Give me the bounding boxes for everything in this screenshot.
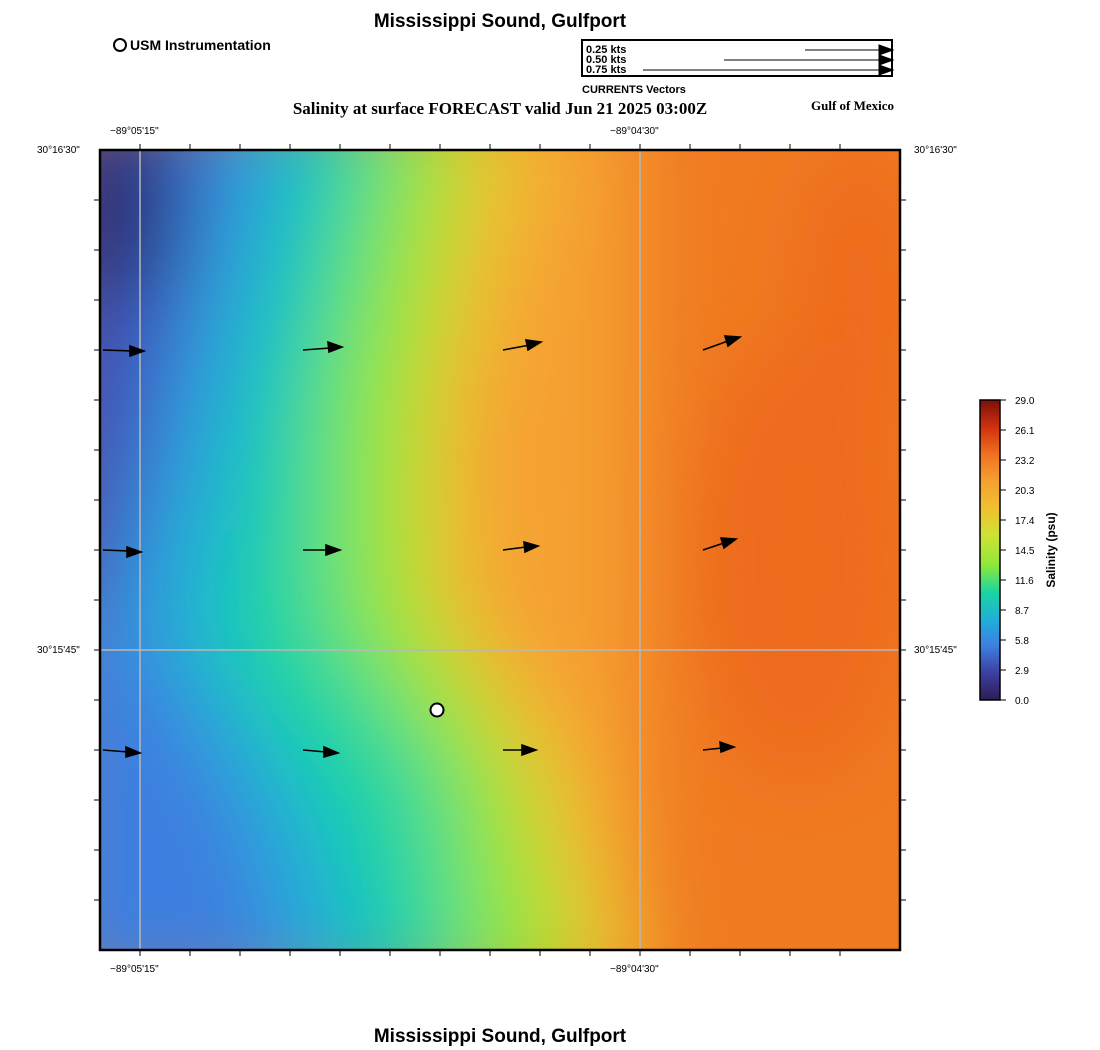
vector-legend-row-050: 0.50 kts [586, 54, 627, 66]
current-vector-arrow [302, 340, 345, 354]
graticule [100, 150, 900, 950]
lat-label-right-top: 30°16'30" [914, 145, 957, 156]
colorbar-tick-label: 29.0 [1015, 396, 1035, 407]
current-vector-arrow [502, 540, 541, 554]
lon-label-bottom-left: −89°05'15" [110, 964, 159, 975]
colorbar-tick-label: 0.0 [1015, 696, 1029, 707]
current-vector-arrow [503, 743, 539, 757]
salinity-field [100, 150, 900, 950]
vector-legend-row-025: 0.25 kts [586, 44, 627, 56]
lat-label-left-bottom: 30°15'45" [37, 645, 80, 656]
current-vector-arrow [702, 740, 737, 754]
lat-label-right-bottom: 30°15'45" [914, 645, 957, 656]
colorbar-label: Salinity (psu) [1044, 512, 1058, 587]
colorbar-tick-label: 5.8 [1015, 636, 1029, 647]
station-marker-icon [113, 38, 127, 52]
colorbar-tick-label: 17.4 [1015, 516, 1035, 527]
colorbar-tick-label: 14.5 [1015, 546, 1035, 557]
current-vector-arrow [303, 543, 343, 557]
lon-label-top-right: −89°04'30" [610, 126, 659, 137]
colorbar-tick-label: 8.7 [1015, 606, 1029, 617]
current-vector-arrow [702, 335, 743, 351]
axis-ticks [94, 144, 906, 956]
lon-label-top-left: −89°05'15" [110, 126, 159, 137]
colorbar-tick-label: 23.2 [1015, 456, 1035, 467]
current-vector-legend: 0.25 kts 0.50 kts 0.75 kts [581, 39, 895, 77]
current-vector-arrow [102, 745, 143, 759]
station-legend: USM Instrumentation [113, 37, 271, 53]
colorbar-tick-label: 11.6 [1015, 576, 1034, 587]
current-vector-arrow [102, 545, 144, 559]
vector-legend-row-075: 0.75 kts [586, 64, 627, 76]
colorbar-tick-label: 26.1 [1015, 426, 1035, 437]
colorbar-ramp [979, 399, 1001, 701]
current-vector-arrow [102, 344, 147, 358]
lon-label-bottom-right: −89°04'30" [610, 964, 659, 975]
colorbar-tick-label: 2.9 [1015, 666, 1029, 677]
vector-legend-caption: CURRENTS Vectors [582, 84, 686, 96]
colorbar-tick-label: 20.3 [1015, 486, 1035, 497]
current-vector-arrow [702, 537, 739, 551]
station-legend-label: USM Instrumentation [130, 37, 271, 53]
vector-legend-arrows [643, 44, 895, 76]
map-footer-title: Mississippi Sound, Gulfport [373, 1026, 627, 1047]
region-label: Gulf of Mexico [811, 98, 895, 113]
current-vector-arrow [302, 745, 341, 759]
colorbar: 29.0 26.1 23.2 20.3 17.4 14.5 11.6 8.7 5… [979, 396, 1058, 707]
lat-label-left-top: 30°16'30" [37, 145, 80, 156]
usm-station-marker[interactable] [429, 702, 445, 718]
map-subtitle: Salinity at surface FORECAST valid Jun 2… [292, 99, 708, 118]
current-vector-arrow [502, 339, 544, 352]
map-title: Mississippi Sound, Gulfport [373, 11, 627, 32]
